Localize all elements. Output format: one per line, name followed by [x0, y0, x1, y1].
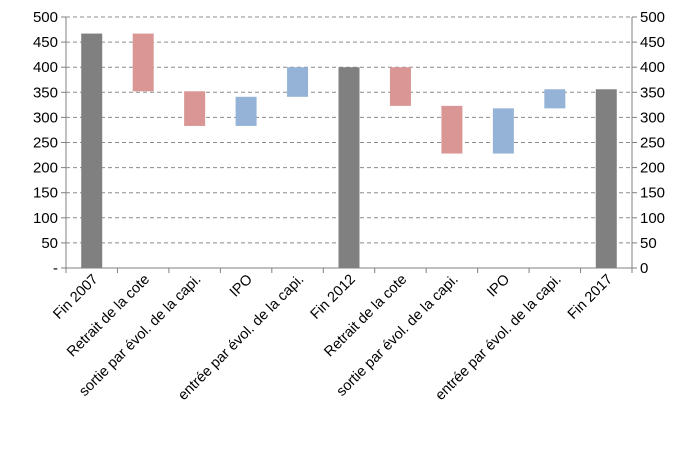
category-label: Fin 2017 [565, 272, 616, 323]
right-tick-label: 250 [640, 135, 665, 152]
right-tick-label: 400 [640, 59, 665, 76]
left-tick-label: 200 [33, 160, 58, 177]
right-tick-label: 500 [640, 9, 665, 26]
bars [81, 33, 617, 269]
right-axis-ticks: 0 50 100 150 200 250 300 350 400 450 500 [640, 9, 665, 277]
bar-increase [492, 108, 514, 154]
bar-total [81, 33, 103, 269]
right-tick-label: 0 [640, 260, 648, 277]
right-tick-label: 200 [640, 160, 665, 177]
category-label: Fin 2012 [308, 272, 359, 323]
right-tick-label: 150 [640, 185, 665, 202]
bar-increase [235, 96, 257, 126]
category-label: IPO [227, 272, 256, 301]
bar-increase [544, 89, 566, 109]
category-label: Fin 2007 [50, 272, 101, 323]
right-tick-label: 350 [640, 84, 665, 101]
left-tick-label: 350 [33, 84, 58, 101]
left-tick-label: 500 [33, 9, 58, 26]
left-tick-label: 300 [33, 109, 58, 126]
left-tick-label: - [53, 260, 58, 277]
left-tick-label: 400 [33, 59, 58, 76]
right-tick-label: 100 [640, 210, 665, 227]
right-tick-label: 450 [640, 34, 665, 51]
left-tick-label: 450 [33, 34, 58, 51]
bar-total [338, 67, 360, 268]
category-label: IPO [484, 272, 513, 301]
axes [61, 16, 637, 273]
bar-decrease [184, 91, 206, 126]
left-tick-label: 100 [33, 210, 58, 227]
left-tick-label: 250 [33, 135, 58, 152]
left-tick-label: 150 [33, 185, 58, 202]
left-tick-label: 50 [41, 235, 58, 252]
right-tick-label: 300 [640, 109, 665, 126]
left-axis-ticks: - 50 100 150 200 250 300 350 400 450 500 [33, 9, 58, 277]
bar-decrease [441, 105, 463, 154]
bar-total [595, 89, 617, 269]
bar-increase [287, 67, 309, 97]
bar-decrease [132, 33, 154, 92]
right-tick-label: 50 [640, 235, 657, 252]
bar-decrease [389, 67, 411, 106]
